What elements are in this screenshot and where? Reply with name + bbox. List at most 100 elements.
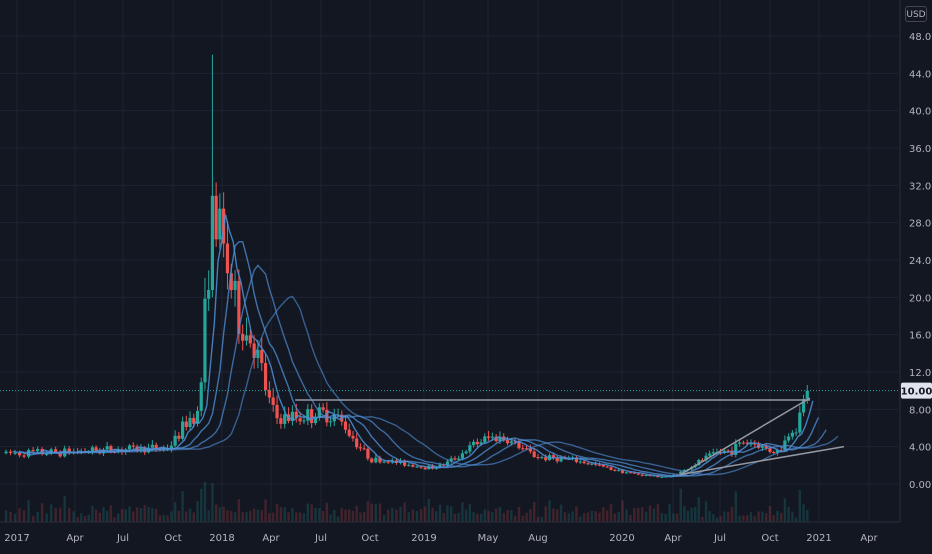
candle[interactable] xyxy=(8,449,13,456)
candle[interactable] xyxy=(624,471,629,474)
volume-bar xyxy=(806,509,809,522)
candle[interactable] xyxy=(366,446,370,461)
candle-body xyxy=(17,452,22,456)
candle[interactable] xyxy=(279,413,283,429)
candle[interactable] xyxy=(486,430,491,441)
candle[interactable] xyxy=(351,430,355,442)
candles[interactable] xyxy=(4,54,809,478)
candle[interactable] xyxy=(644,474,648,477)
candle[interactable] xyxy=(252,335,256,369)
volume-bar xyxy=(249,510,252,522)
candle[interactable] xyxy=(475,438,479,448)
candle[interactable] xyxy=(275,395,279,425)
candle[interactable] xyxy=(260,337,264,371)
candle[interactable] xyxy=(609,466,613,471)
currency-badge[interactable]: USD xyxy=(905,6,927,22)
volume-bar xyxy=(386,509,390,522)
candle[interactable] xyxy=(722,449,726,455)
candle[interactable] xyxy=(169,441,173,453)
candle[interactable] xyxy=(244,317,249,346)
price-axis[interactable]: 0.00 4.00 8.00 12.00 16.00 20.00 24.00 28.00 32.… xyxy=(899,0,932,522)
candle[interactable] xyxy=(787,433,791,443)
volume-bar xyxy=(783,498,787,522)
candle[interactable] xyxy=(745,439,749,445)
time-axis[interactable]: 2017 Apr Jul Oct 2018 Apr Jul Oct 2019 May Aug 2020… xyxy=(0,521,900,544)
candle[interactable] xyxy=(248,329,252,348)
candle[interactable] xyxy=(225,220,230,290)
candle[interactable] xyxy=(464,449,468,455)
candle[interactable] xyxy=(271,388,275,412)
candle[interactable] xyxy=(772,450,776,455)
trend-line-drawing[interactable] xyxy=(679,397,811,476)
candle[interactable] xyxy=(173,430,177,448)
candle[interactable] xyxy=(453,455,457,461)
candle[interactable] xyxy=(737,439,742,447)
candle[interactable] xyxy=(798,405,802,437)
candle[interactable] xyxy=(27,448,31,459)
candle[interactable] xyxy=(697,458,701,466)
candle[interactable] xyxy=(586,462,590,466)
candle[interactable] xyxy=(36,446,40,453)
candle[interactable] xyxy=(310,404,314,429)
candle[interactable] xyxy=(267,381,271,404)
candle[interactable] xyxy=(131,442,135,450)
candle[interactable] xyxy=(343,415,348,434)
candle[interactable] xyxy=(177,431,181,442)
candle-body xyxy=(524,448,529,450)
candle[interactable] xyxy=(358,443,363,452)
candle[interactable] xyxy=(347,423,351,438)
volume-bar xyxy=(68,507,71,522)
candle[interactable] xyxy=(449,455,453,464)
candle[interactable] xyxy=(411,464,415,468)
candle[interactable] xyxy=(483,433,487,445)
candle[interactable] xyxy=(199,377,203,417)
candle[interactable] xyxy=(613,468,617,472)
trend-line-drawing[interactable] xyxy=(680,445,845,476)
candle[interactable] xyxy=(574,455,579,464)
candle[interactable] xyxy=(378,455,382,464)
candle[interactable] xyxy=(472,439,476,448)
candle[interactable] xyxy=(355,433,359,450)
candle[interactable] xyxy=(214,182,218,247)
candle[interactable] xyxy=(218,193,222,249)
candle[interactable] xyxy=(263,353,268,396)
candle[interactable] xyxy=(184,415,188,431)
candle[interactable] xyxy=(640,473,644,477)
candle[interactable] xyxy=(528,444,532,454)
candle[interactable] xyxy=(362,444,366,451)
candle[interactable] xyxy=(180,416,185,441)
candle[interactable] xyxy=(741,440,745,445)
candle[interactable] xyxy=(188,411,192,430)
candle[interactable] xyxy=(207,270,211,311)
candle[interactable] xyxy=(256,339,260,369)
candle[interactable] xyxy=(4,449,8,455)
candle[interactable] xyxy=(415,465,419,469)
candle[interactable] xyxy=(306,404,310,426)
candle[interactable] xyxy=(605,465,609,468)
candle[interactable] xyxy=(370,457,374,464)
candle[interactable] xyxy=(321,403,325,413)
candle[interactable] xyxy=(540,455,544,459)
candle[interactable] xyxy=(210,54,215,298)
candle[interactable] xyxy=(794,428,798,437)
candle[interactable] xyxy=(521,444,525,452)
volume-bar xyxy=(333,509,336,522)
candle[interactable] xyxy=(536,454,540,460)
candle[interactable] xyxy=(374,454,378,464)
candle[interactable] xyxy=(801,394,806,417)
candle[interactable] xyxy=(790,430,794,440)
candle[interactable] xyxy=(578,459,582,464)
drawings[interactable] xyxy=(295,397,845,476)
candle[interactable] xyxy=(241,324,245,351)
volume-bar xyxy=(701,516,704,522)
candle[interactable] xyxy=(313,413,318,425)
candle[interactable] xyxy=(555,455,559,464)
candle[interactable] xyxy=(233,270,237,307)
candle[interactable] xyxy=(290,405,295,426)
candle[interactable] xyxy=(203,277,207,390)
candle[interactable] xyxy=(756,441,761,449)
candle[interactable] xyxy=(407,463,411,467)
candle[interactable] xyxy=(468,441,472,455)
